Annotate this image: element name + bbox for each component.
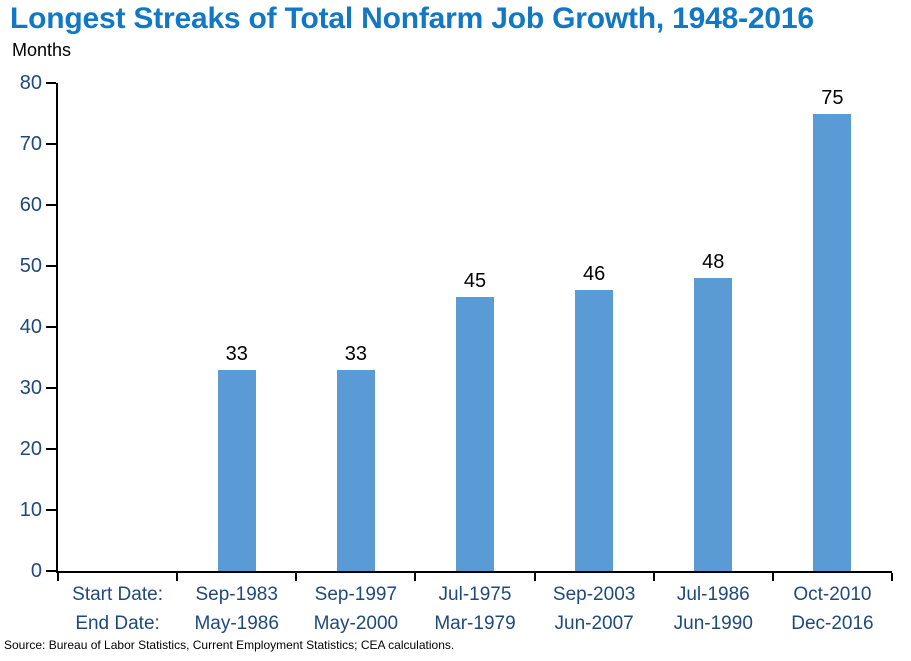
category-start-date: Sep-1997 (314, 584, 398, 605)
bar-value-label: 46 (583, 263, 606, 286)
category-end-date: Jun-2007 (554, 613, 634, 634)
y-axis-tick-label: 70 (19, 133, 42, 155)
chart-bar (217, 369, 256, 571)
category-end-date: May-1986 (194, 613, 279, 634)
category-start-date: Oct-2010 (793, 584, 872, 605)
y-axis-tick (46, 387, 56, 389)
y-axis-tick (46, 448, 56, 450)
start-date-row-header: Start Date: (72, 584, 163, 605)
category-end-date: May-2000 (313, 613, 399, 634)
y-axis-tick-label: 30 (19, 377, 42, 399)
x-axis-tick (57, 573, 59, 581)
x-axis-tick (771, 573, 774, 581)
y-axis-tick (46, 82, 56, 84)
chart-bar (456, 296, 494, 571)
x-axis-tick (533, 573, 536, 581)
category-end-date: Jun-1990 (673, 613, 753, 634)
x-axis-row-headers: Start Date: End Date: (58, 580, 177, 638)
bar-value-label: 48 (702, 251, 725, 274)
category-start-date: Jul-1986 (676, 584, 750, 605)
y-axis-units-label: Months (12, 40, 72, 60)
category-start-date: Jul-1975 (438, 584, 512, 605)
end-date-row-header: End Date: (75, 613, 160, 634)
y-axis-tick-label: 60 (19, 194, 42, 216)
y-axis-line (56, 83, 58, 571)
x-axis-tick (891, 573, 893, 581)
y-axis-tick (46, 204, 56, 206)
y-axis-tick-label: 0 (30, 560, 42, 582)
y-axis-tick (46, 265, 56, 267)
category-end-date: Mar-1979 (434, 613, 516, 634)
x-axis-category-label: Sep-1997 May-2000 (296, 580, 415, 638)
x-axis-category-label: Sep-1983 May-1986 (177, 580, 296, 638)
y-axis-tick (46, 143, 56, 145)
x-axis-tick (295, 573, 298, 581)
chart-bar (813, 113, 852, 571)
y-axis-tick (46, 509, 56, 511)
bar-value-label: 75 (821, 86, 844, 109)
category-end-date: Dec-2016 (791, 613, 874, 634)
y-axis-tick-label: 40 (19, 316, 42, 338)
chart-title: Longest Streaks of Total Nonfarm Job Gro… (10, 2, 814, 35)
bar-value-label: 45 (463, 269, 487, 292)
bar-value-label: 33 (225, 342, 248, 365)
y-axis-tick-label: 20 (19, 438, 42, 460)
x-axis-category-label: Oct-2010 Dec-2016 (773, 580, 892, 638)
source-note: Source: Bureau of Labor Statistics, Curr… (4, 638, 455, 652)
x-axis-category-label: Sep-2003 Jun-2007 (535, 580, 654, 638)
y-axis-tick-label: 10 (19, 499, 42, 521)
chart-bar (336, 369, 375, 571)
x-axis-line (56, 571, 892, 573)
chart-bar (575, 290, 614, 571)
y-axis-tick-label: 80 (19, 72, 42, 94)
y-axis-tick (46, 326, 56, 328)
y-axis-tick-label: 50 (19, 255, 42, 277)
x-axis-tick (652, 573, 655, 581)
x-axis-tick (176, 573, 179, 581)
y-axis-tick (46, 570, 56, 572)
x-axis-category-label: Jul-1986 Jun-1990 (654, 580, 773, 638)
bar-value-label: 33 (344, 342, 367, 365)
category-start-date: Sep-1983 (195, 584, 278, 605)
chart-bar (694, 278, 733, 571)
x-axis-category-label: Jul-1975 Mar-1979 (415, 580, 534, 638)
category-start-date: Sep-2003 (552, 584, 636, 605)
x-axis-tick (414, 573, 417, 581)
